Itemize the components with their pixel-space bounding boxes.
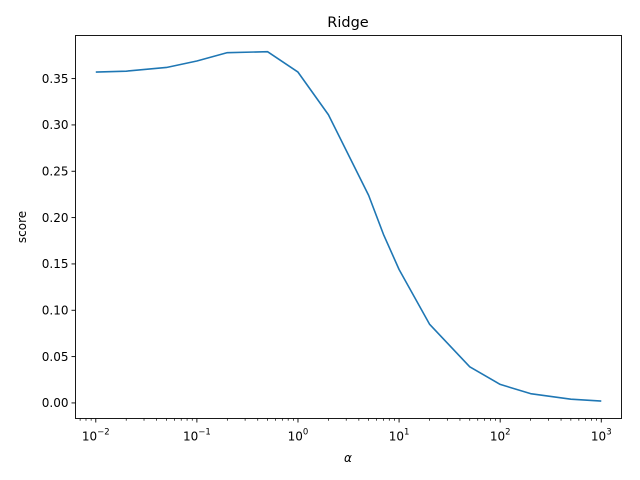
x-tick-label: 103 <box>591 428 612 444</box>
y-tick-label: 0.30 <box>42 118 69 132</box>
y-tick-label: 0.35 <box>42 72 69 86</box>
x-tick-exponent: 2 <box>505 428 510 438</box>
x-axis-label: α <box>344 451 352 465</box>
x-tick-base: 10 <box>490 430 505 444</box>
y-tick-label: 0.15 <box>42 257 69 271</box>
x-tick-base: 10 <box>82 430 97 444</box>
x-tick-base: 10 <box>183 430 198 444</box>
x-tick-exponent: 0 <box>303 428 308 438</box>
x-tick-label: 10−1 <box>183 428 211 444</box>
series-line <box>95 50 602 402</box>
x-tick-base: 10 <box>591 430 606 444</box>
y-axis-label: score <box>15 211 29 243</box>
y-tick-label: 0.25 <box>42 165 69 179</box>
x-tick-base: 10 <box>389 430 404 444</box>
y-tick-label: 0.20 <box>42 211 69 225</box>
y-tick-label: 0.00 <box>42 396 69 410</box>
x-tick-exponent: 1 <box>404 428 409 438</box>
x-tick-exponent: −2 <box>97 428 110 438</box>
x-tick-base: 10 <box>288 430 303 444</box>
chart-title: Ridge <box>327 15 369 31</box>
x-tick-label: 101 <box>389 428 410 444</box>
x-tick-label: 10−2 <box>82 428 110 444</box>
y-tick-label: 0.10 <box>42 304 69 318</box>
y-axis-ticks: 0.00 0.05 0.10 0.15 0.20 0.25 0.30 0.35 <box>42 72 76 410</box>
x-tick-exponent: 3 <box>606 428 611 438</box>
x-axis-ticks: 10−2 10−1 100 101 102 103 <box>79 418 612 444</box>
plot-frame <box>75 35 622 419</box>
y-tick-label: 0.05 <box>42 350 69 364</box>
x-tick-exponent: −1 <box>198 428 211 438</box>
x-tick-label: 100 <box>288 428 309 444</box>
x-tick-label: 102 <box>490 428 511 444</box>
